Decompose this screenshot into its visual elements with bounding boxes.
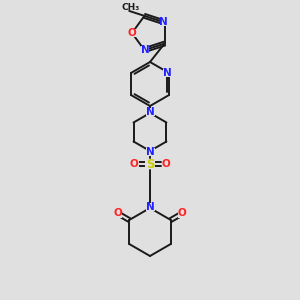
Bar [178, 209, 187, 218]
Bar [146, 108, 154, 116]
Text: O: O [178, 208, 186, 218]
Text: N: N [163, 68, 171, 78]
Text: N: N [141, 45, 150, 55]
Bar [163, 69, 172, 77]
Bar [146, 148, 154, 156]
Text: O: O [130, 159, 138, 169]
Text: N: N [159, 17, 168, 27]
Text: N: N [146, 147, 154, 157]
Bar [141, 46, 149, 54]
Text: N: N [146, 107, 154, 117]
Text: O: O [128, 28, 136, 38]
Bar [128, 29, 136, 37]
Text: N: N [146, 202, 154, 212]
Bar [161, 160, 170, 169]
Bar [145, 159, 155, 169]
Text: CH₃: CH₃ [121, 3, 139, 12]
Bar [113, 209, 122, 218]
Text: O: O [114, 208, 122, 218]
Bar [130, 160, 139, 169]
Text: O: O [162, 159, 170, 169]
Text: S: S [146, 158, 154, 170]
Bar [146, 203, 154, 211]
Bar [160, 18, 168, 26]
